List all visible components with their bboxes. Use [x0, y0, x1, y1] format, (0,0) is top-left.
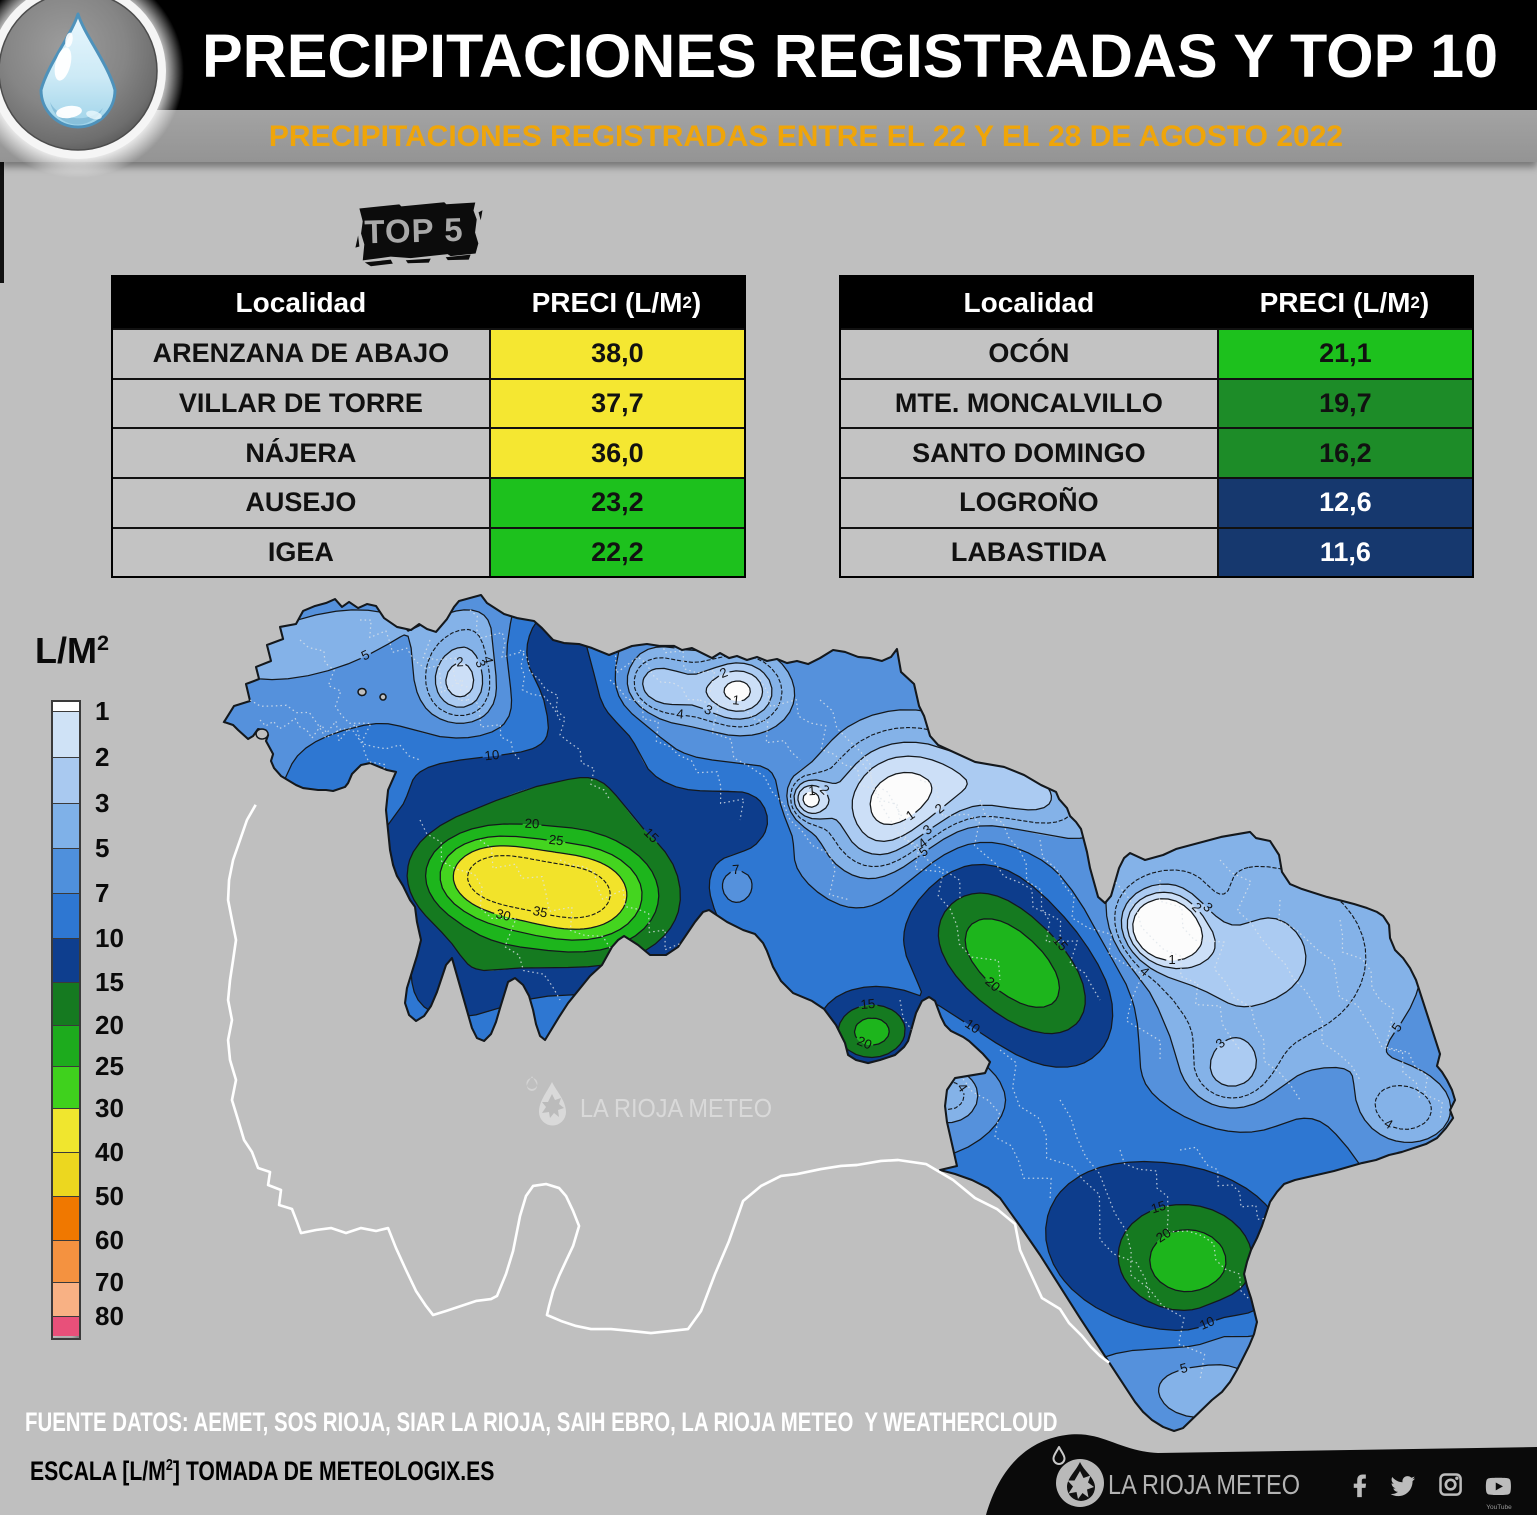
svg-text:LA RIOJA METEO: LA RIOJA METEO — [1108, 1469, 1300, 1500]
svg-text:1: 1 — [732, 692, 741, 708]
svg-text:YouTube: YouTube — [1486, 1504, 1512, 1511]
svg-text:4: 4 — [676, 706, 685, 722]
svg-text:2: 2 — [456, 654, 464, 669]
svg-text:30: 30 — [494, 906, 512, 924]
svg-text:1: 1 — [1168, 952, 1175, 967]
svg-text:10: 10 — [962, 1016, 983, 1037]
svg-text:35: 35 — [531, 903, 549, 921]
svg-text:20: 20 — [855, 1033, 874, 1052]
svg-text:15: 15 — [860, 996, 876, 1012]
svg-text:4: 4 — [480, 655, 496, 665]
svg-text:LA RIOJA METEO: LA RIOJA METEO — [580, 1093, 772, 1123]
svg-text:20: 20 — [1153, 1225, 1173, 1246]
svg-text:15: 15 — [1149, 1198, 1167, 1217]
svg-text:7: 7 — [732, 862, 741, 878]
svg-text:3: 3 — [472, 658, 489, 670]
svg-text:25: 25 — [548, 832, 564, 849]
svg-text:20: 20 — [524, 816, 539, 832]
svg-text:TOP 5: TOP 5 — [364, 211, 464, 251]
svg-text:10: 10 — [484, 747, 500, 764]
svg-text:1: 1 — [808, 783, 816, 799]
svg-text:5: 5 — [1178, 1360, 1189, 1376]
svg-text:10: 10 — [1197, 1313, 1216, 1333]
